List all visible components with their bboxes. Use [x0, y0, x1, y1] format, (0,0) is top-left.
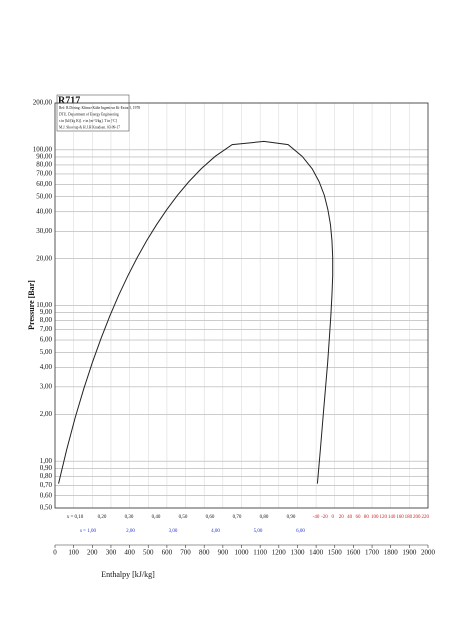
x-tick-label: 1600: [346, 549, 361, 557]
y-tick-label: 2,00: [40, 410, 53, 418]
y-tick-label: 10,00: [36, 301, 52, 309]
y-tick-label: 7,00: [40, 325, 53, 333]
temperature-label: -40: [313, 515, 320, 520]
x-tick-label: 900: [218, 549, 229, 557]
x-tick-label: 1400: [309, 549, 324, 557]
x-tick-label: 500: [143, 549, 154, 557]
quality-label: x = 0,10: [67, 515, 84, 520]
temperature-label: 220: [421, 515, 429, 520]
y-tick-label: 1,00: [40, 457, 53, 465]
temperature-label: 160: [396, 515, 404, 520]
plot-frame: [54, 102, 429, 509]
quality-label: 0,80: [260, 515, 269, 520]
temperature-label: 60: [356, 515, 362, 520]
x-tick-label: 300: [106, 549, 117, 557]
y-tick-label: 9,00: [40, 308, 53, 316]
x-tick-label: 800: [199, 549, 210, 557]
x-tick-label: 2000: [421, 549, 436, 557]
y-tick-label: 0,50: [40, 504, 53, 512]
y-tick-label: 3,00: [40, 382, 53, 390]
y-tick-label: 100,00: [33, 145, 53, 153]
temperature-label: 140: [388, 515, 396, 520]
entropy-label: 6,00: [296, 529, 305, 534]
y-tick-label: 40,00: [36, 207, 52, 215]
y-tick-label: 0,90: [40, 464, 53, 472]
x-tick-label: 600: [162, 549, 173, 557]
saturation-line: [58, 140, 334, 484]
y-tick-label: 50,00: [36, 192, 52, 200]
y-tick-label: 6,00: [40, 336, 53, 344]
quality-label: 0,30: [125, 515, 134, 520]
quality-label: 0,20: [98, 515, 107, 520]
temperature-label: 120: [379, 515, 387, 520]
temperature-label: 180: [405, 515, 413, 520]
temperature-label: 20: [339, 515, 345, 520]
y-tick-label: 20,00: [36, 254, 52, 262]
quality-label: 0,50: [179, 515, 188, 520]
temperature-label: 0: [332, 515, 335, 520]
x-tick-label: 1000: [235, 549, 250, 557]
x-tick-label: 1900: [402, 549, 417, 557]
y-tick-label: 200,00: [33, 99, 53, 107]
info-line: M.J. Skovrup & H.J.H Knudsen. 03-09-17: [59, 125, 120, 129]
x-tick-label: 1800: [384, 549, 399, 557]
y-tick-label: 60,00: [36, 180, 52, 188]
y-tick-label: 0,70: [40, 481, 53, 489]
entropy-label: 5,00: [254, 529, 263, 534]
temperature-label: 200: [413, 515, 421, 520]
y-tick-label: 4,00: [40, 363, 53, 371]
quality-label: 0,60: [206, 515, 215, 520]
entropy-label: s = 1,00: [80, 529, 97, 534]
x-tick-label: 100: [68, 549, 79, 557]
x-tick-label: 200: [87, 549, 98, 557]
y-tick-label: 8,00: [40, 316, 53, 324]
y-tick-label: 0,80: [40, 472, 53, 480]
entropy-label: 4,00: [211, 529, 220, 534]
x-tick-label: 0: [53, 549, 57, 557]
temperature-label: 100: [371, 515, 379, 520]
info-line: DTU, Department of Energy Engineering: [59, 112, 119, 117]
y-tick-label: 90,00: [36, 153, 52, 161]
x-tick-label: 1300: [290, 549, 305, 557]
x-tick-label: 400: [124, 549, 135, 557]
info-box: [56, 94, 130, 132]
y-tick-label: 70,00: [36, 170, 52, 178]
quality-label: 0,40: [152, 515, 161, 520]
x-tick-label: 700: [180, 549, 191, 557]
quality-label: 0,70: [233, 515, 242, 520]
x-axis-title: Enthalpy [kJ/kg]: [101, 570, 155, 579]
y-tick-label: 80,00: [36, 161, 52, 169]
info-line: s in [kJ/(kg K)]. v in [m^3/kg]. T in [º…: [59, 119, 117, 123]
temperature-label: 80: [364, 515, 370, 520]
y-axis-title: Pressure [Bar]: [27, 280, 36, 330]
info-line: Ref: R.Döring: Klima+Kälte Ingenieur Ki-…: [59, 106, 140, 111]
quality-label: 0,90: [287, 515, 296, 520]
x-tick-label: 1700: [365, 549, 380, 557]
y-tick-label: 30,00: [36, 227, 52, 235]
temperature-label: 40: [347, 515, 353, 520]
x-tick-label: 1200: [272, 549, 287, 557]
x-tick-label: 1500: [328, 549, 343, 557]
entropy-label: 2,00: [126, 529, 135, 534]
y-tick-label: 5,00: [40, 348, 53, 356]
x-tick-label: 1100: [253, 549, 267, 557]
temperature-label: -20: [321, 515, 328, 520]
entropy-label: 3,00: [169, 529, 178, 534]
y-tick-label: 0,60: [40, 491, 53, 499]
chart-title: R717: [58, 95, 80, 106]
